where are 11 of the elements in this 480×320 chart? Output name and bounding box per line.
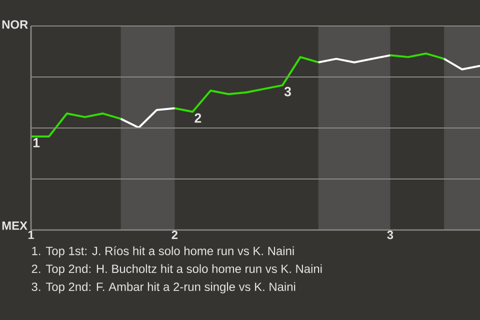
text: 3. Top 2nd: F. Ambar hit a 2-run single vs K. Naini [32, 282, 296, 294]
x-tick-label: 3 [387, 230, 394, 240]
annotation: 2 [194, 113, 202, 123]
annotation: 1 [33, 138, 40, 148]
x-tick-label: 1 [28, 230, 34, 239]
x-tick-label: 2 [172, 230, 178, 240]
text: 1. Top 1st: J. Ríos hit a solo home run vs K. Naini [32, 246, 294, 258]
text: MEX [2, 222, 28, 230]
text: NOR [2, 20, 28, 29]
annotation: 3 [284, 86, 291, 96]
text: 2. Top 2nd: H. Bucholtz hit a solo home run vs K. Naini [32, 264, 322, 276]
